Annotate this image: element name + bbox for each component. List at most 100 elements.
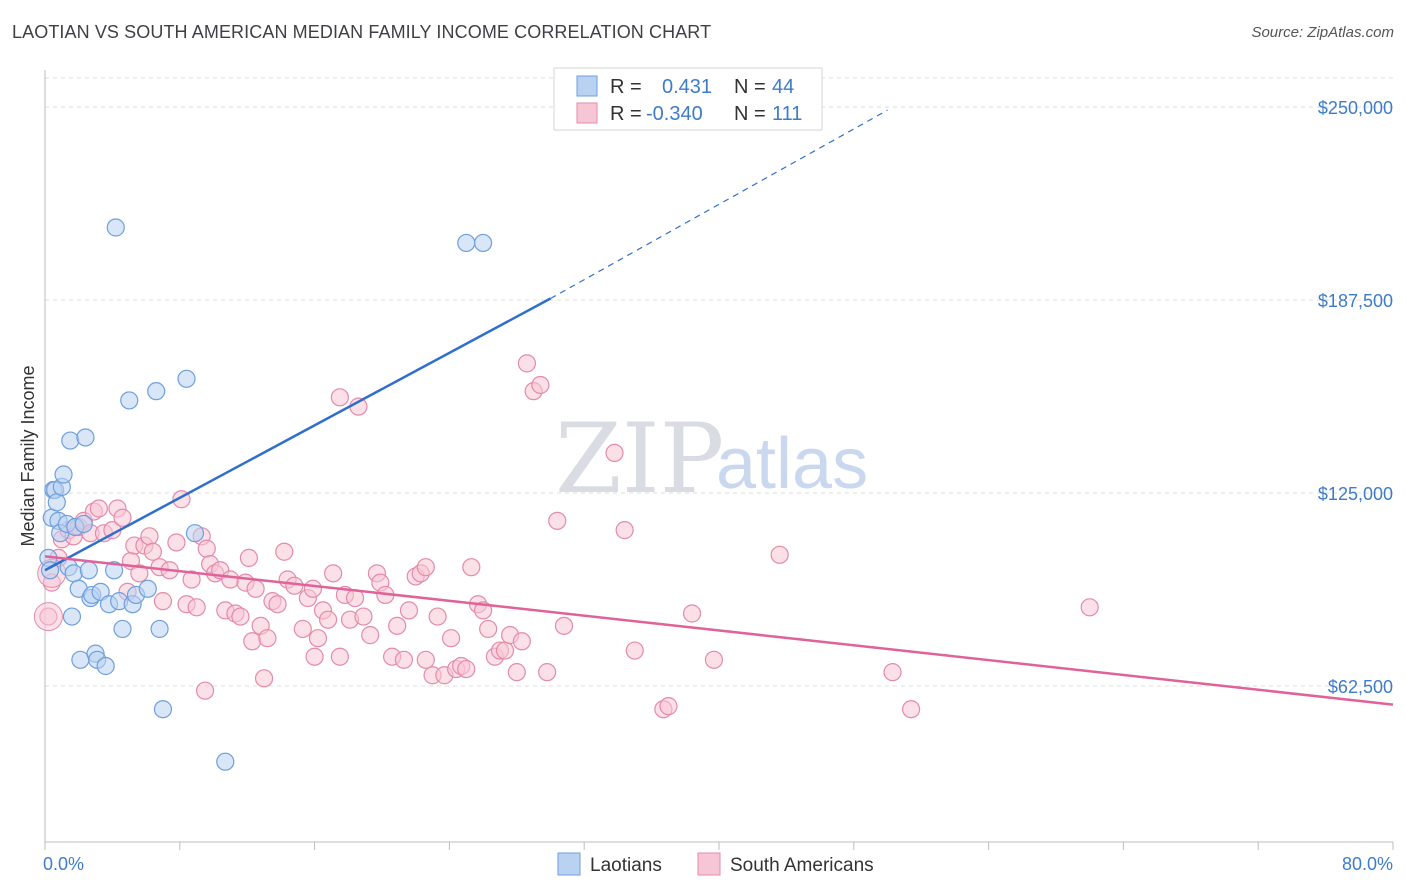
data-point-south-american [231,607,250,626]
data-point-south-american [239,548,258,568]
data-point-laotian [64,564,83,583]
data-point-south-american [682,604,702,623]
data-point-laotian [76,428,95,447]
chart-title: LAOTIAN VS SOUTH AMERICAN MEDIAN FAMILY … [12,22,712,42]
y-tick-label: $250,000 [1318,98,1393,118]
legend-n-value-laotians: 44 [772,76,794,98]
data-point-south-american [197,539,216,558]
data-point-south-american [531,375,550,395]
x-tick-label: 0.0% [43,854,84,874]
data-point-laotian [71,650,90,669]
data-point-south-american [305,647,324,666]
series-legend-swatch-south-americans [697,852,721,876]
data-point-south-american [254,669,274,688]
data-point-south-american [324,564,343,583]
data-point-south-american [293,619,312,639]
data-point-south-american [457,659,476,679]
data-point-laotian [120,391,139,410]
data-point-south-american [258,629,277,648]
data-point-laotian [150,619,169,639]
watermark-zip: ZIP [555,403,724,515]
data-point-south-american [187,598,206,617]
data-point-laotian [47,493,66,512]
grid-layer [45,77,1393,687]
data-point-south-american [354,607,373,626]
data-point-laotian [54,465,73,484]
data-point-south-american [153,592,173,611]
data-point-south-american [33,602,63,632]
data-point-south-american [330,388,349,407]
data-point-south-american [167,533,186,552]
data-point-laotian [138,579,157,598]
data-point-south-american [605,443,624,463]
y-tick-label: $187,500 [1318,291,1393,311]
series-legend-label-laotians: Laotians [590,855,662,876]
watermark-atlas: atlas [716,424,868,504]
data-point-south-american [394,650,414,669]
y-axis-label: Median Family Income [18,365,38,546]
data-point-laotian [91,582,110,601]
data-point-laotian [147,382,166,401]
data-point-south-american [659,697,678,716]
y-tick-label: $62,500 [1328,677,1393,697]
data-point-laotian [177,369,196,388]
data-point-south-american [517,354,537,373]
data-point-south-american [221,570,240,589]
data-point-south-american [113,508,132,527]
data-point-south-american [901,700,921,719]
legend-r-label: R = [610,103,642,125]
legend-swatch-south-americans [576,102,598,124]
south-american-points [33,354,1099,719]
data-point-south-american [243,632,262,651]
data-point-south-american [303,579,323,598]
laotian-points [39,218,493,771]
y-tick-label: $125,000 [1318,484,1393,504]
data-point-south-american [704,650,724,669]
trend-line-south-americans [44,555,1394,706]
data-point-laotian [106,218,125,237]
data-point-laotian [153,700,173,719]
data-point-south-american [416,650,435,669]
trend-line-laotians-extension [550,109,888,300]
data-point-laotian [79,561,98,580]
legend-r-label: R = [610,76,642,98]
data-point-laotian [61,431,80,450]
watermark: ZIP atlas [555,403,868,515]
data-point-south-american [89,499,109,518]
chart-source: Source: ZipAtlas.com [1251,24,1394,41]
legend-n-label: N = [734,103,766,125]
correlation-legend: R = 0.431 N = 44 R = -0.340 N = 111 [553,67,823,131]
series-legend-label-south-americans: South Americans [730,855,874,876]
data-point-south-american [388,616,407,635]
data-point-laotian [216,752,235,771]
data-point-south-american [548,511,567,530]
data-point-south-american [883,663,902,682]
data-point-south-american [246,579,265,598]
data-point-south-american [182,570,201,589]
data-point-laotian [74,514,93,534]
series-legend: Laotians South Americans [557,852,874,876]
data-point-south-american [441,629,461,648]
legend-swatch-laotians [576,75,598,97]
data-point-south-american [318,610,338,629]
data-point-south-american [770,545,789,564]
data-point-south-american [285,576,304,595]
data-point-south-american [554,616,574,635]
series-legend-swatch-laotians [557,852,581,876]
data-point-south-american [615,521,634,540]
legend-n-value-south-americans: 111 [772,103,802,125]
data-point-laotian [96,656,115,676]
axis-layer: $62,500 $125,000 $187,500 $250,000 0.0% 80.0% [43,70,1394,874]
data-point-laotian [113,619,132,639]
data-point-south-american [462,558,481,577]
legend-n-label: N = [734,76,766,98]
data-point-south-american [428,607,447,626]
data-point-laotian [474,233,493,253]
data-point-south-american [130,564,149,583]
data-point-south-american [479,619,498,639]
data-point-laotian [104,561,124,580]
trend-lines [44,109,1394,706]
data-point-south-american [143,542,162,561]
data-point-south-american [538,663,557,682]
